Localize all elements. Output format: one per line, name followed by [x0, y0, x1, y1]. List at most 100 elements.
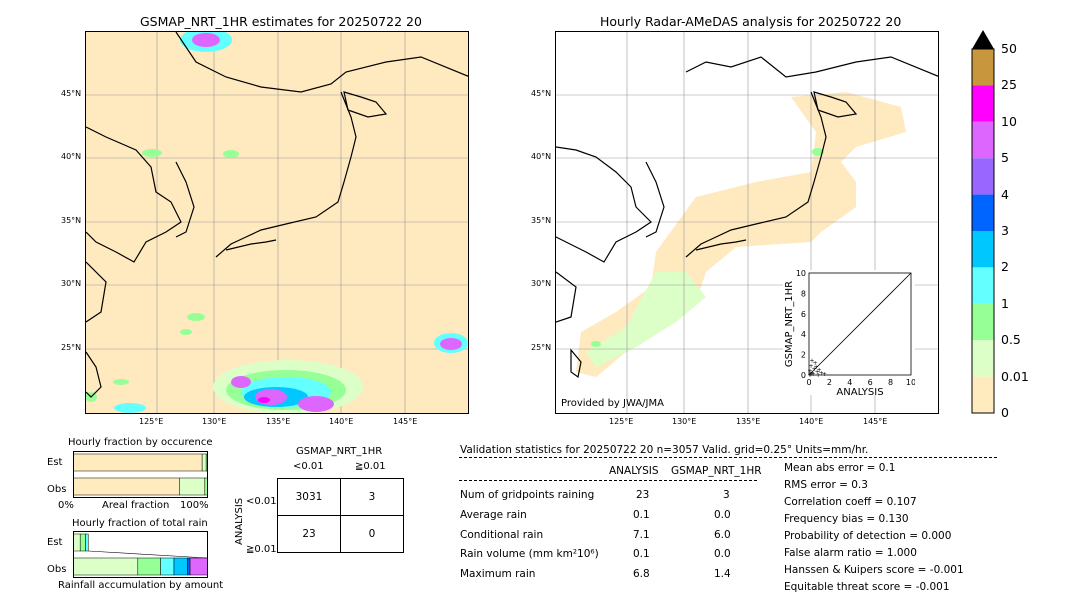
validation-col-analysis: ANALYSIS — [609, 465, 659, 477]
stat-gsmap-3: 0.0 — [714, 548, 731, 560]
contingency-cell-0-0: 3031 — [277, 478, 341, 516]
scatter-ytick-5: 10 — [796, 270, 806, 278]
totalrain-est-label: Est — [47, 537, 63, 548]
colorbar-block-1 — [972, 85, 994, 122]
scatter-ytick-0: 0 — [801, 371, 806, 380]
contingency-title: GSMAP_NRT_1HR — [296, 446, 383, 457]
right-lon-125: 125°E — [609, 417, 634, 426]
occurrence-x-label: Areal fraction — [102, 500, 170, 511]
colorbar-block-6 — [972, 267, 994, 304]
colorbar-label-3: 5 — [1001, 150, 1009, 166]
colorbar-block-8 — [972, 340, 994, 377]
colorbar-label-7: 1 — [1001, 295, 1009, 311]
totalrain-bar-obs-4 — [187, 557, 191, 576]
totalrain-bar-est-0 — [73, 533, 81, 552]
scatter-point-13: + — [816, 372, 821, 379]
scatter-point-4: + — [813, 360, 818, 367]
scatter-ytick-4: 8 — [801, 289, 806, 298]
occurrence-obs-label: Obs — [47, 484, 67, 495]
stat-analysis-1: 0.1 — [633, 509, 650, 521]
totalrain-bar-obs-1 — [137, 557, 161, 576]
validation-subdivider — [459, 480, 757, 481]
colorbar-block-5 — [972, 231, 994, 268]
stat-gsmap-2: 6.0 — [714, 529, 731, 541]
colorbar-label-1: 25 — [1001, 77, 1017, 93]
colorbar-block-4 — [972, 194, 994, 231]
contingency-table: 3031 3 23 0 — [277, 478, 404, 553]
right-lat-45: 45°N — [531, 89, 552, 98]
occurrence-bar-obs-1 — [179, 477, 206, 496]
right-lon-130: 130°E — [672, 417, 697, 426]
score-6: Hanssen & Kuipers score = -0.001 — [784, 564, 964, 576]
colorbar-label-8: 0.5 — [1001, 332, 1021, 348]
scatter-frame — [808, 272, 912, 376]
inset-scatter: 00224466881010ANALYSISGSMAP_NRT_1HR+++++… — [783, 270, 915, 395]
occurrence-est-label: Est — [47, 457, 63, 468]
left-map — [85, 31, 469, 414]
scatter-xtick-3: 6 — [868, 378, 873, 387]
stat-analysis-2: 7.1 — [633, 529, 650, 541]
left-lon-125: 125°E — [139, 417, 164, 426]
occurrence-x-0: 0% — [58, 500, 74, 511]
occurrence-bar-obs-0 — [73, 477, 180, 496]
score-7: Equitable threat score = -0.001 — [784, 581, 950, 593]
colorbar-block-2 — [972, 121, 994, 159]
totalrain-obs-label: Obs — [47, 564, 67, 575]
colorbar-extend-arrow — [972, 30, 994, 49]
right-lat-25: 25°N — [531, 343, 552, 352]
occurrence-x-100: 100% — [180, 500, 209, 511]
left-map-rain — [86, 32, 468, 413]
stat-label-0: Num of gridpoints raining — [460, 489, 595, 501]
validation-header: Validation statistics for 20250722 20 n=… — [460, 444, 869, 456]
right-map: 00224466881010ANALYSISGSMAP_NRT_1HR+++++… — [555, 31, 939, 414]
left-map-title: GSMAP_NRT_1HR estimates for 20250722 20 — [140, 14, 422, 29]
right-map-coverage — [576, 92, 906, 377]
occurrence-bar-est-1 — [201, 453, 207, 472]
totalrain-title: Hourly fraction of total rain — [72, 518, 208, 529]
left-lat-35: 35°N — [61, 216, 82, 225]
validation-col-gsmap: GSMAP_NRT_1HR — [671, 465, 762, 477]
score-0: Mean abs error = 0.1 — [784, 462, 896, 474]
scatter-point-3: + — [812, 366, 817, 373]
totalrain-bar-obs-2 — [160, 557, 175, 576]
scatter-point-14: + — [808, 372, 813, 379]
left-lon-140: 140°E — [329, 417, 354, 426]
colorbar-label-10: 0 — [1001, 405, 1009, 420]
right-map-graphic — [556, 32, 938, 413]
contingency-cell-1-1: 0 — [340, 515, 404, 553]
scatter-xtick-0: 0 — [806, 378, 811, 387]
colorbar-label-6: 2 — [1001, 259, 1009, 275]
scatter-point-1: + — [809, 363, 814, 370]
contingency-row-1: ≧0.01 — [246, 544, 277, 555]
totalrain-chart — [73, 531, 208, 578]
colorbar-block-7 — [972, 303, 994, 341]
right-lat-30: 30°N — [531, 279, 552, 288]
totalrain-x-label: Rainfall accumulation by amount — [58, 580, 224, 591]
scatter-xtick-5: 10 — [906, 378, 915, 387]
stat-analysis-3: 0.1 — [633, 548, 650, 560]
stat-label-3: Rain volume (mm km²10⁶) — [460, 548, 599, 560]
colorbar-block-9 — [972, 376, 994, 413]
colorbar-label-2: 10 — [1001, 113, 1017, 129]
left-lat-30: 30°N — [61, 279, 82, 288]
stat-gsmap-1: 0.0 — [714, 509, 731, 521]
validation-divider — [459, 457, 997, 458]
left-map-graphic — [86, 32, 468, 413]
right-lon-145: 145°E — [863, 417, 888, 426]
occurrence-title: Hourly fraction by occurence — [68, 437, 213, 448]
scatter-point-5: + — [811, 371, 816, 378]
right-map-credit: Provided by JWA/JMA — [561, 398, 664, 409]
scatter-point-12: + — [810, 358, 815, 365]
scatter-xtick-2: 4 — [847, 378, 852, 387]
stat-analysis-4: 6.8 — [633, 568, 650, 580]
score-5: False alarm ratio = 1.000 — [784, 547, 917, 559]
stat-label-2: Conditional rain — [460, 529, 544, 541]
occurrence-bar-est-0 — [73, 453, 203, 472]
colorbar-block-0 — [972, 49, 994, 86]
totalrain-bar-est-1 — [79, 533, 86, 552]
stat-gsmap-4: 1.4 — [714, 568, 731, 580]
colorbar-label-5: 3 — [1001, 223, 1009, 238]
scatter-point-11: + — [822, 371, 827, 378]
occurrence-chart — [73, 451, 208, 498]
right-lat-35: 35°N — [531, 216, 552, 225]
